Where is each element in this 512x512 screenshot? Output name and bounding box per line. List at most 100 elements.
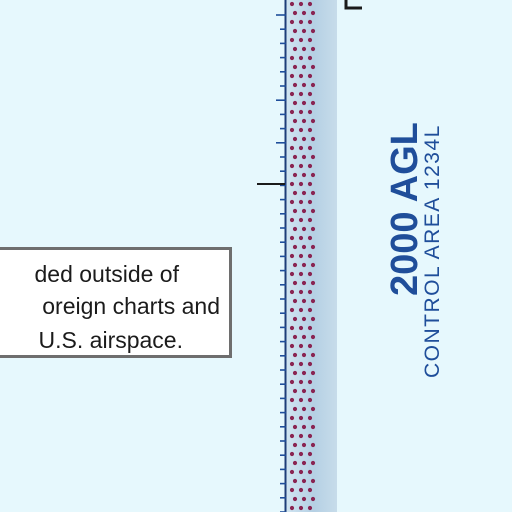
band-dot xyxy=(289,109,295,115)
band-dot xyxy=(292,100,298,106)
band-dot xyxy=(307,361,313,367)
band-dot xyxy=(310,280,316,286)
band-dot xyxy=(307,379,313,385)
band-dot xyxy=(301,64,307,70)
band-dot xyxy=(298,361,304,367)
band-dot xyxy=(289,415,295,421)
band-dot xyxy=(298,451,304,457)
band-dot xyxy=(298,181,304,187)
band-dot xyxy=(307,505,313,511)
band-dot xyxy=(301,244,307,250)
band-dot xyxy=(307,235,313,241)
band-dot xyxy=(310,334,316,340)
band-dot xyxy=(310,316,316,322)
band-dot xyxy=(298,253,304,259)
band-dot xyxy=(307,343,313,349)
band-dot xyxy=(298,73,304,79)
band-dot xyxy=(289,37,295,43)
band-dot xyxy=(292,280,298,286)
band-dot xyxy=(292,352,298,358)
band-dot xyxy=(298,289,304,295)
band-dot xyxy=(298,1,304,7)
band-dot xyxy=(289,505,295,511)
band-dot xyxy=(292,190,298,196)
band-dot xyxy=(307,397,313,403)
band-dot xyxy=(298,271,304,277)
band-dot xyxy=(301,46,307,52)
band-dot xyxy=(292,172,298,178)
band-dot xyxy=(301,10,307,16)
band-dot xyxy=(301,172,307,178)
band-dot xyxy=(289,289,295,295)
band-dot xyxy=(310,460,316,466)
band-dot xyxy=(310,208,316,214)
band-dot xyxy=(298,235,304,241)
band-dot xyxy=(298,217,304,223)
band-dot xyxy=(307,163,313,169)
band-dot xyxy=(310,154,316,160)
band-dot xyxy=(301,424,307,430)
band-dot xyxy=(289,343,295,349)
band-dot xyxy=(292,424,298,430)
band-dot xyxy=(307,271,313,277)
band-dot xyxy=(292,244,298,250)
band-dot xyxy=(298,109,304,115)
band-dot xyxy=(307,55,313,61)
band-dot xyxy=(307,487,313,493)
band-dot xyxy=(289,379,295,385)
band-dot xyxy=(298,91,304,97)
band-dot xyxy=(289,307,295,313)
band-dot xyxy=(292,10,298,16)
band-dot xyxy=(310,10,316,16)
band-dot xyxy=(310,46,316,52)
band-dot xyxy=(307,199,313,205)
band-dot xyxy=(289,469,295,475)
band-dot xyxy=(289,55,295,61)
band-dot xyxy=(301,118,307,124)
control-area-label: CONTROL AREA 1234L xyxy=(421,124,444,378)
band-dot xyxy=(307,253,313,259)
band-dot xyxy=(310,262,316,268)
band-dot xyxy=(310,478,316,484)
band-dot xyxy=(310,226,316,232)
band-dot xyxy=(310,136,316,142)
band-dot xyxy=(289,451,295,457)
band-dot xyxy=(289,127,295,133)
band-dot xyxy=(289,433,295,439)
band-dot xyxy=(310,82,316,88)
band-dot xyxy=(301,280,307,286)
band-dot xyxy=(289,19,295,25)
band-dot xyxy=(292,406,298,412)
band-dot xyxy=(298,145,304,151)
band-dot xyxy=(292,442,298,448)
band-dot-pattern xyxy=(289,1,316,511)
band-dot xyxy=(307,415,313,421)
band-dot xyxy=(292,46,298,52)
band-dot xyxy=(301,262,307,268)
band-dot xyxy=(289,235,295,241)
band-dot xyxy=(289,73,295,79)
band-dot xyxy=(298,397,304,403)
note-line-3: U.S. airspace. xyxy=(38,327,183,353)
band-dot xyxy=(289,325,295,331)
band-dot xyxy=(301,136,307,142)
band-dot xyxy=(307,325,313,331)
band-dot xyxy=(289,271,295,277)
band-dot xyxy=(289,181,295,187)
band-dot xyxy=(307,19,313,25)
band-dot xyxy=(310,190,316,196)
band-dot xyxy=(289,1,295,7)
band-dot xyxy=(301,442,307,448)
band-dot xyxy=(310,244,316,250)
band-dot xyxy=(289,91,295,97)
band-dot xyxy=(310,298,316,304)
band-dot xyxy=(301,316,307,322)
band-dot xyxy=(310,406,316,412)
band-dot xyxy=(310,352,316,358)
band-dot xyxy=(292,118,298,124)
band-dot xyxy=(310,370,316,376)
band-dot xyxy=(298,55,304,61)
band-dot xyxy=(292,82,298,88)
band-dot xyxy=(307,91,313,97)
